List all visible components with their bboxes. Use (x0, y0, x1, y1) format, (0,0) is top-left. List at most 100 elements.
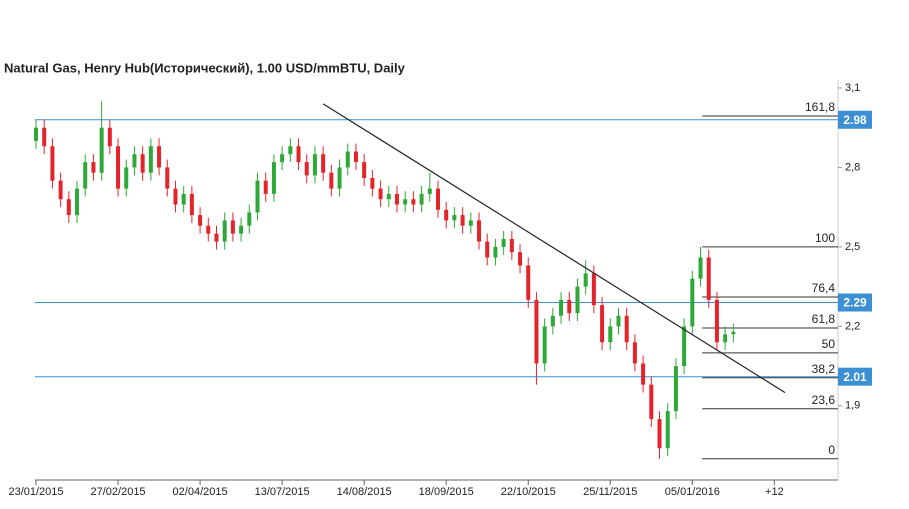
candle-body (501, 238, 506, 247)
candle-body (337, 167, 342, 189)
candle-body (468, 220, 473, 226)
candle-body (255, 180, 260, 213)
candle-body (312, 154, 317, 176)
candle-body (296, 146, 301, 163)
x-tick-label: 23/01/2015 (8, 486, 63, 498)
candle-body (452, 215, 457, 221)
candle-body (386, 193, 391, 200)
fib-label: 50 (822, 337, 836, 351)
candle-body (173, 188, 178, 205)
y-tick-label: 2,2 (845, 320, 860, 332)
candle-body (83, 162, 88, 189)
level-label-box (838, 110, 872, 129)
candle-body (673, 366, 678, 412)
candle-body (575, 286, 580, 314)
level-label: 2.01 (843, 370, 867, 384)
candle-body (66, 199, 71, 216)
candle-body (214, 233, 219, 242)
level-label-box (838, 293, 872, 312)
x-tick-label: 14/08/2015 (337, 486, 392, 498)
candle-body (608, 326, 613, 343)
candle-body (58, 180, 63, 200)
candle-body (42, 127, 47, 147)
candle-body (34, 127, 38, 141)
fib-label: 100 (815, 231, 835, 245)
candle-body (222, 220, 227, 242)
candle-body (140, 154, 145, 173)
candle-body (99, 127, 104, 173)
candle-body (345, 151, 350, 168)
fib-label: 23,6 (812, 393, 836, 407)
candle-body (427, 188, 432, 194)
fib-label: 161,8 (805, 100, 835, 114)
candle-body (698, 257, 703, 279)
candle-body (280, 154, 285, 163)
candle-body (91, 162, 96, 173)
candle-body (591, 273, 596, 306)
candle-body (706, 257, 711, 300)
candle-body (403, 199, 408, 205)
x-tick-label: 22/10/2015 (501, 486, 556, 498)
candle-body (600, 305, 605, 343)
candle-body (157, 146, 162, 168)
x-tick-label: 27/02/2015 (91, 486, 146, 498)
candle-body (460, 215, 465, 226)
candle-body (329, 172, 334, 189)
candle-body (665, 411, 670, 449)
candle-body (198, 215, 203, 226)
candle-body (485, 241, 490, 258)
candle-body (632, 342, 637, 364)
candle-body (263, 180, 268, 194)
candle-body (509, 238, 514, 253)
candle-body (304, 162, 309, 176)
candle-body (682, 326, 687, 367)
candle-body (493, 246, 498, 258)
candle-body (321, 154, 326, 173)
candle-body (239, 225, 244, 234)
x-tick-label: 13/07/2015 (255, 486, 310, 498)
candle-body (362, 162, 367, 179)
y-tick-label: 2,5 (845, 241, 860, 253)
x-tick-label: 18/09/2015 (419, 486, 474, 498)
candle-body (419, 193, 424, 205)
y-tick-label: 3,1 (845, 82, 860, 94)
x-tick-label: +12 (765, 486, 784, 498)
candle-body (288, 146, 293, 155)
candle-body (550, 315, 555, 327)
candle-body (616, 315, 621, 327)
candle-body (567, 299, 572, 314)
candle-body (116, 146, 121, 189)
candle-body (370, 178, 375, 189)
candle-body (559, 299, 564, 316)
candle-body (132, 154, 137, 168)
x-tick-label: 02/04/2015 (173, 486, 228, 498)
candle-body (50, 146, 55, 181)
fib-label: 38,2 (812, 362, 836, 376)
candle-body (107, 127, 112, 147)
candle-body (649, 384, 654, 420)
candle-body (230, 220, 235, 234)
candle-body (124, 167, 129, 189)
fib-label: 76,4 (812, 281, 836, 295)
fib-label: 0 (828, 443, 835, 457)
candle-body (477, 220, 482, 242)
candle-body (148, 146, 153, 173)
candle-body (542, 326, 547, 364)
candle-body (271, 162, 276, 194)
candle-body (583, 273, 588, 287)
candle-body (690, 278, 695, 327)
candle-body (731, 331, 736, 335)
candle-body (714, 299, 719, 343)
candle-body (526, 265, 531, 300)
y-tick-label: 1,9 (845, 400, 860, 412)
candle-body (394, 193, 399, 205)
candle-body (534, 299, 539, 364)
level-label: 2.29 (843, 296, 867, 310)
fib-label: 61,8 (812, 312, 836, 326)
candle-body (444, 209, 449, 221)
candle-body (247, 212, 252, 226)
candle-body (624, 315, 629, 343)
candle-body (181, 193, 186, 205)
candle-body (518, 252, 523, 266)
